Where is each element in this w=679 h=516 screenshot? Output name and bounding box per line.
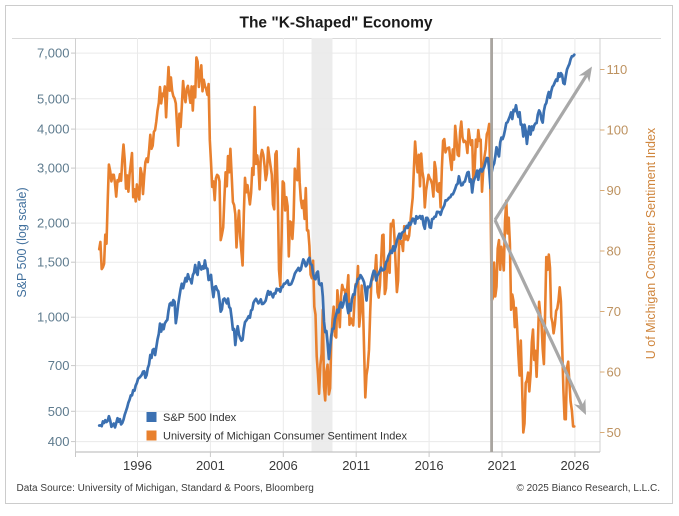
svg-text:2011: 2011 bbox=[342, 458, 370, 473]
svg-text:110: 110 bbox=[607, 62, 628, 77]
svg-text:U of Michigan Consumer Sentime: U of Michigan Consumer Sentiment Index bbox=[644, 127, 658, 359]
svg-text:S&P 500 (log scale): S&P 500 (log scale) bbox=[15, 187, 29, 297]
svg-text:70: 70 bbox=[607, 304, 621, 319]
svg-text:2021: 2021 bbox=[488, 458, 517, 473]
svg-text:7,000: 7,000 bbox=[37, 46, 70, 61]
svg-text:1,500: 1,500 bbox=[37, 255, 70, 270]
svg-text:2,000: 2,000 bbox=[37, 216, 70, 231]
svg-text:60: 60 bbox=[607, 365, 621, 380]
svg-text:© 2025 Bianco Research, L.L.C.: © 2025 Bianco Research, L.L.C. bbox=[516, 483, 660, 494]
svg-text:2026: 2026 bbox=[560, 458, 589, 473]
svg-text:University of Michigan Consume: University of Michigan Consumer Sentimen… bbox=[163, 431, 407, 443]
svg-text:90: 90 bbox=[607, 183, 621, 198]
svg-text:1,000: 1,000 bbox=[37, 310, 70, 325]
svg-text:4,000: 4,000 bbox=[37, 122, 70, 137]
svg-text:2006: 2006 bbox=[269, 458, 298, 473]
svg-text:3,000: 3,000 bbox=[37, 161, 70, 176]
svg-text:100: 100 bbox=[607, 123, 629, 138]
svg-text:Data Source: University of Mic: Data Source: University of Michigan, Sta… bbox=[17, 483, 314, 494]
svg-text:50: 50 bbox=[607, 425, 621, 440]
svg-text:500: 500 bbox=[48, 404, 70, 419]
svg-text:S&P 500 Index: S&P 500 Index bbox=[163, 412, 237, 424]
svg-text:700: 700 bbox=[48, 358, 70, 373]
svg-text:1996: 1996 bbox=[123, 458, 152, 473]
svg-text:5,000: 5,000 bbox=[37, 91, 70, 106]
svg-text:2016: 2016 bbox=[415, 458, 444, 473]
svg-text:80: 80 bbox=[607, 244, 621, 259]
svg-text:The "K-Shaped" Economy: The "K-Shaped" Economy bbox=[240, 15, 433, 32]
svg-text:2001: 2001 bbox=[196, 458, 225, 473]
svg-text:400: 400 bbox=[48, 434, 70, 449]
